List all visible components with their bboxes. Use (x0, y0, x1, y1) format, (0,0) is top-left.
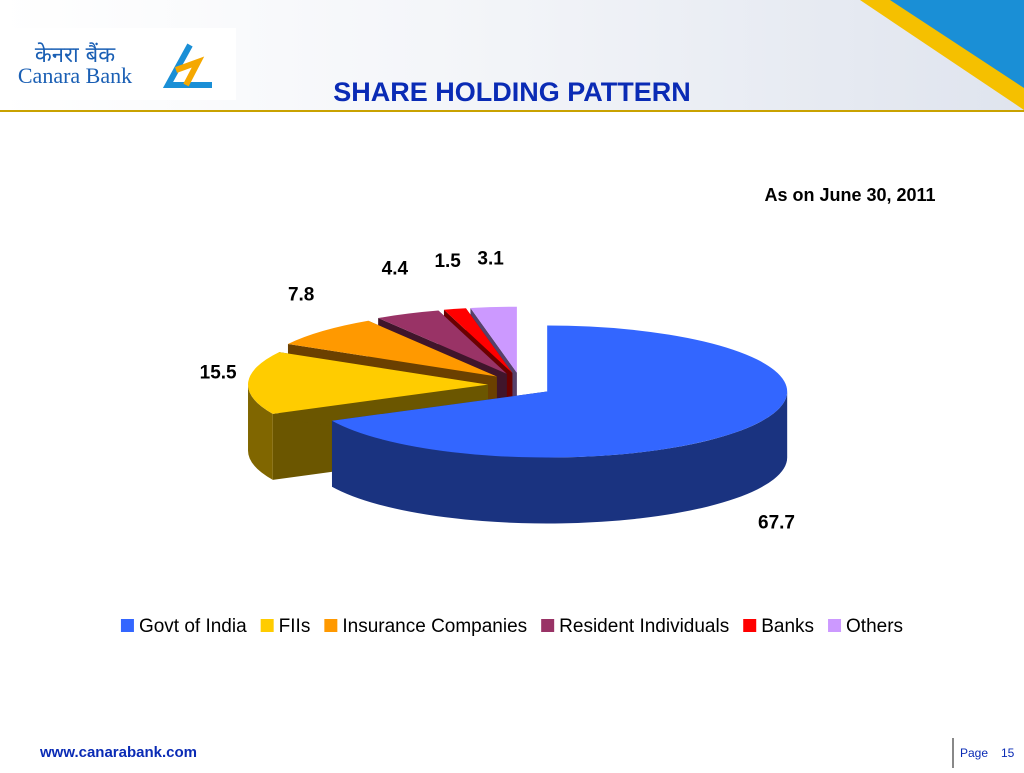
slice-wall (248, 384, 273, 480)
legend: Govt of India FIIs Insurance Companies Resi… (120, 616, 903, 637)
data-label: 4.4 (382, 258, 409, 279)
legend-label: Govt of India (139, 616, 247, 637)
slice-top (443, 308, 513, 374)
legend-label: Others (846, 616, 903, 637)
legend-swatch (743, 619, 757, 632)
slice-top (248, 352, 489, 414)
slice-top (331, 325, 788, 458)
legend-swatch (120, 619, 134, 632)
slice-top (470, 306, 517, 373)
legend-swatch (541, 619, 555, 632)
chart-subtitle: As on June 30, 2011 (764, 185, 935, 205)
legend-label: FIIs (279, 616, 311, 637)
logo-mark (162, 43, 212, 88)
legend-label: Insurance Companies (342, 616, 527, 637)
logo-hindi: केनरा बैंक (35, 42, 116, 68)
header-stripe (890, 0, 1024, 88)
page-number: 15 (1001, 746, 1015, 760)
slice-top (378, 310, 507, 374)
footer-url: www.canarabank.com (39, 744, 197, 761)
legend-swatch (324, 619, 338, 632)
legend-label: Banks (761, 616, 814, 637)
legend-swatch (260, 619, 274, 632)
page-label: Page (960, 746, 988, 760)
data-label: 3.1 (477, 248, 504, 269)
slice-top (287, 320, 497, 377)
data-label: 7.8 (288, 284, 314, 305)
data-label: 67.7 (758, 512, 795, 533)
slice-wall (331, 391, 788, 524)
data-label: 15.5 (200, 363, 237, 384)
slide-title: SHARE HOLDING PATTERN (333, 77, 691, 107)
data-label: 1.5 (434, 251, 461, 272)
pie-slice (331, 325, 788, 524)
pie: 3.1 1.5 4.4 7.8 15.5 67.7 (200, 248, 795, 533)
legend-label: Resident Individuals (559, 616, 729, 637)
legend-swatch (828, 619, 842, 632)
logo-name: Canara Bank (18, 63, 132, 88)
